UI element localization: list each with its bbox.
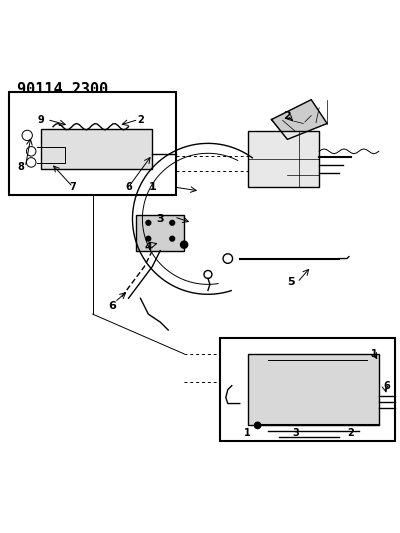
Bar [136, 215, 184, 251]
Text: 2: 2 [137, 115, 144, 125]
Bar [248, 354, 379, 425]
Polygon shape [272, 100, 327, 140]
Bar [9, 92, 176, 195]
Circle shape [254, 422, 261, 429]
Text: 8: 8 [18, 162, 25, 172]
Text: 1: 1 [372, 349, 378, 359]
Bar [220, 338, 395, 441]
Text: 90114 2300: 90114 2300 [17, 82, 108, 97]
Text: 6: 6 [125, 182, 132, 192]
Text: 4: 4 [144, 241, 152, 252]
Text: 6: 6 [109, 301, 116, 311]
Circle shape [170, 221, 174, 225]
Text: 1: 1 [148, 182, 156, 192]
Text: 3: 3 [156, 214, 164, 224]
Text: 7: 7 [70, 182, 76, 192]
Text: 3: 3 [292, 429, 299, 438]
Circle shape [146, 236, 151, 241]
Text: 1: 1 [244, 429, 251, 438]
Text: 9: 9 [38, 115, 44, 125]
Text: 2: 2 [284, 110, 291, 120]
Circle shape [170, 236, 174, 241]
Circle shape [146, 221, 151, 225]
Text: 6: 6 [383, 381, 390, 391]
Bar [248, 132, 319, 187]
Text: 5: 5 [288, 277, 295, 287]
Text: 2: 2 [348, 429, 354, 438]
Bar [41, 130, 152, 169]
Circle shape [180, 241, 188, 248]
